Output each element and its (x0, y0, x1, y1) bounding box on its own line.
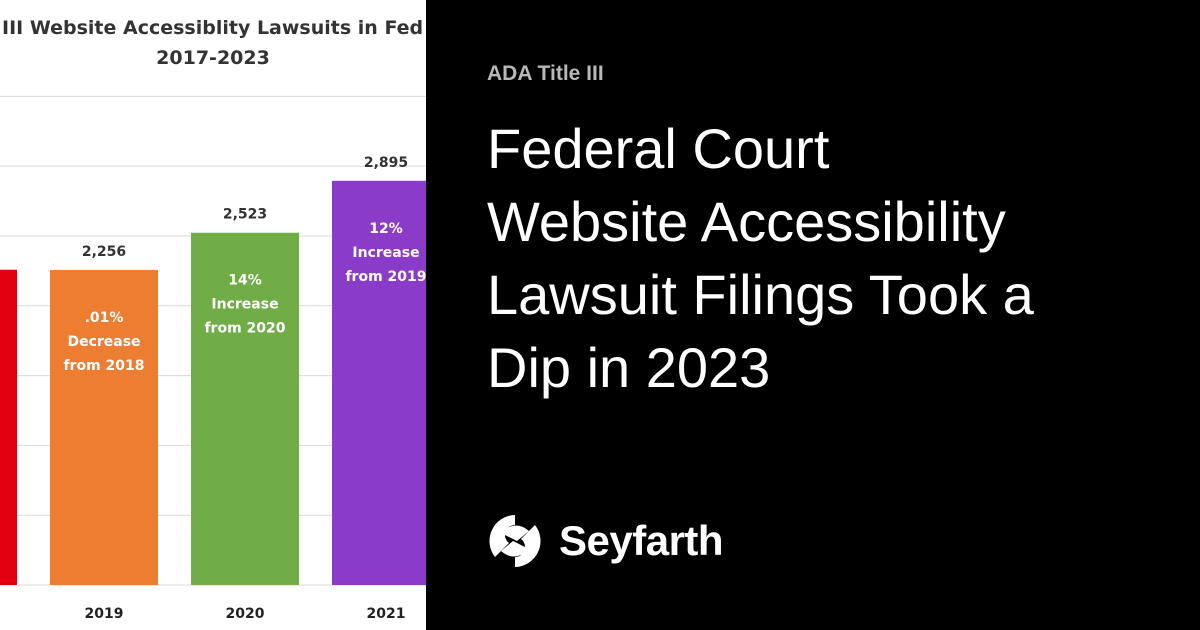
bar-annotation: from 2020 (204, 321, 285, 337)
value-label: 2,523 (223, 207, 267, 223)
bar-annotation: from 2018 (63, 358, 144, 374)
bar-annotation: Increase (211, 297, 278, 313)
bar-annotation: Increase (352, 245, 419, 261)
bar-annotation: from 2019 (345, 269, 426, 285)
chart-title: III Website Accessiblity Lawsuits in Fed (2, 17, 423, 39)
brand[interactable]: Seyfarth (487, 512, 724, 570)
bar (50, 270, 158, 585)
bar (332, 180, 426, 586)
bar-annotation: 12% (369, 221, 403, 237)
x-tick-label: 2021 (367, 606, 406, 622)
chart: III Website Accessiblity Lawsuits in Fed… (0, 0, 426, 630)
eyebrow: ADA Title III (487, 62, 604, 85)
brand-logo (489, 515, 541, 567)
bar-annotation: 14% (228, 273, 262, 289)
headline-line: Federal Court (487, 117, 830, 180)
value-label: 2,256 (82, 244, 126, 260)
bar (0, 269, 17, 585)
headline-line: Lawsuit Filings Took a (487, 263, 1034, 326)
text-panel: ADA Title III Federal Court Website Acces… (426, 0, 1200, 630)
chart-subtitle: 2017-2023 (156, 47, 270, 69)
bar-annotation: Decrease (67, 334, 140, 350)
x-tick-label: 2019 (85, 606, 124, 622)
headline: Federal Court Website Accessibility Lawsui… (487, 112, 1034, 404)
bar (191, 232, 299, 585)
x-tick-label: 2020 (226, 606, 265, 622)
headline-line: Dip in 2023 (487, 336, 771, 399)
brand-name: Seyfarth (559, 517, 724, 564)
value-label: 2,895 (364, 155, 408, 171)
headline-line: Website Accessibility (487, 190, 1006, 253)
bar-annotation: .01% (85, 310, 124, 326)
